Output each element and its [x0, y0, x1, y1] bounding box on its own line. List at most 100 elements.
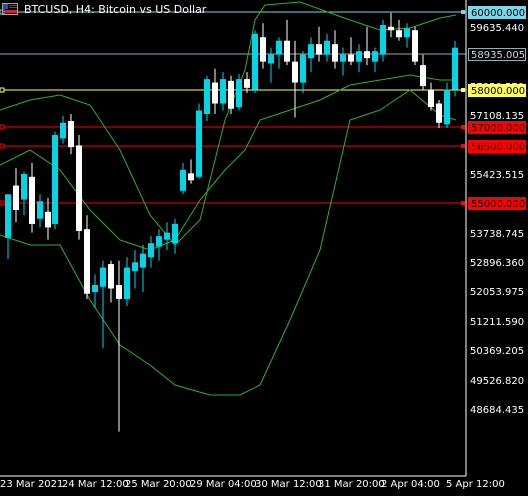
bull-candle[interactable]: [268, 47, 274, 83]
bull-candle[interactable]: [37, 194, 43, 228]
bull-candle[interactable]: [252, 30, 258, 94]
price-level-label: 55000.000: [468, 197, 526, 210]
time-axis-tick: 29 Mar 04:00: [190, 479, 257, 490]
level-line-handle[interactable]: [0, 124, 5, 130]
level-line-handle[interactable]: [0, 200, 5, 206]
time-axis-tick: 23 Mar 2021: [0, 479, 64, 490]
bear-candle[interactable]: [45, 197, 51, 240]
price-level-label: 58000.000: [468, 84, 526, 97]
candle-body: [228, 80, 234, 109]
bear-candle[interactable]: [188, 159, 194, 184]
bull-candle[interactable]: [356, 44, 362, 73]
candle-body: [76, 145, 82, 231]
candle-body: [21, 174, 27, 200]
bull-candle[interactable]: [196, 103, 202, 179]
bull-candle[interactable]: [276, 37, 282, 69]
bear-candle[interactable]: [420, 54, 426, 90]
bear-candle[interactable]: [13, 168, 19, 223]
time-axis-tick: 2 Apr 04:00: [381, 479, 440, 490]
level-line-handle[interactable]: [0, 87, 5, 93]
candle-body: [52, 134, 58, 224]
bear-candle[interactable]: [228, 75, 234, 114]
candle-body: [132, 262, 138, 272]
bear-candle[interactable]: [292, 40, 298, 118]
bull-candle[interactable]: [380, 19, 386, 62]
candle-body: [140, 253, 146, 268]
bear-candle[interactable]: [284, 19, 290, 66]
time-axis-tick: 25 Mar 20:00: [125, 479, 192, 490]
bear-candle[interactable]: [412, 26, 418, 66]
bull-candle[interactable]: [308, 37, 314, 73]
candle-body: [324, 40, 330, 55]
bear-candle[interactable]: [76, 134, 82, 240]
bull-candle[interactable]: [404, 23, 410, 48]
candle-body: [156, 236, 162, 247]
bear-candle[interactable]: [396, 19, 402, 41]
bull-candle[interactable]: [220, 72, 226, 111]
price-axis-tick: 51211.590: [470, 317, 525, 328]
bull-candle[interactable]: [52, 131, 58, 230]
candle-body: [164, 232, 170, 240]
bull-candle[interactable]: [300, 51, 306, 94]
bull-candle[interactable]: [124, 257, 130, 306]
bull-candle[interactable]: [100, 260, 106, 348]
bull-candle[interactable]: [92, 274, 98, 308]
bull-candle[interactable]: [324, 33, 330, 62]
candle-body: [444, 89, 450, 125]
candle-body: [276, 40, 282, 55]
bull-candle[interactable]: [340, 47, 346, 76]
bull-candle[interactable]: [204, 75, 210, 121]
bull-candle[interactable]: [132, 250, 138, 289]
chart-title-bar: BTCUSD, H4: Bitcoin vs US Dollar: [2, 0, 206, 18]
bull-candle[interactable]: [156, 229, 162, 261]
bear-candle[interactable]: [84, 215, 90, 299]
bear-candle[interactable]: [244, 72, 250, 94]
bear-candle[interactable]: [116, 260, 122, 432]
bull-candle[interactable]: [180, 162, 186, 195]
bull-candle[interactable]: [452, 40, 458, 97]
candle-body: [204, 79, 210, 114]
candle-body: [300, 54, 306, 83]
bull-candle[interactable]: [372, 47, 378, 73]
price-level-label: 60000.000: [468, 6, 526, 19]
bear-candle[interactable]: [348, 37, 354, 66]
candle-body: [388, 26, 394, 31]
candle-body: [356, 51, 362, 62]
bull-candle[interactable]: [444, 82, 450, 128]
candle-body: [172, 223, 178, 244]
bull-candle[interactable]: [148, 236, 154, 268]
bear-candle[interactable]: [332, 30, 338, 69]
bear-candle[interactable]: [436, 100, 442, 128]
bear-candle[interactable]: [260, 23, 266, 69]
bear-candle[interactable]: [29, 162, 35, 233]
bull-candle[interactable]: [60, 115, 66, 144]
candle-body: [196, 110, 202, 177]
bear-candle[interactable]: [428, 82, 434, 111]
candle-body: [268, 54, 274, 64]
bull-candle[interactable]: [172, 218, 178, 254]
candle-body: [236, 79, 242, 108]
bull-candle[interactable]: [164, 222, 170, 251]
bull-candle[interactable]: [21, 171, 27, 216]
candle-body: [116, 285, 122, 299]
price-axis-tick: 57108.135: [470, 111, 525, 122]
level-line-handle[interactable]: [0, 143, 5, 149]
price-axis-tick: 48684.435: [470, 405, 525, 416]
candle-body: [84, 229, 90, 294]
time-axis-tick: 5 Apr 12:00: [446, 479, 505, 490]
bull-candle[interactable]: [5, 194, 11, 259]
bear-candle[interactable]: [364, 26, 370, 66]
bear-candle[interactable]: [68, 113, 74, 155]
candle-body: [92, 285, 98, 292]
bull-candle[interactable]: [140, 244, 146, 292]
bear-candle[interactable]: [212, 68, 218, 114]
candle-body: [180, 169, 186, 191]
candle-body: [252, 33, 258, 90]
bull-candle[interactable]: [236, 73, 242, 111]
price-axis-tick: 55423.515: [470, 170, 525, 181]
bear-candle[interactable]: [316, 26, 322, 62]
bear-candle[interactable]: [388, 12, 394, 38]
bear-candle[interactable]: [108, 260, 114, 303]
